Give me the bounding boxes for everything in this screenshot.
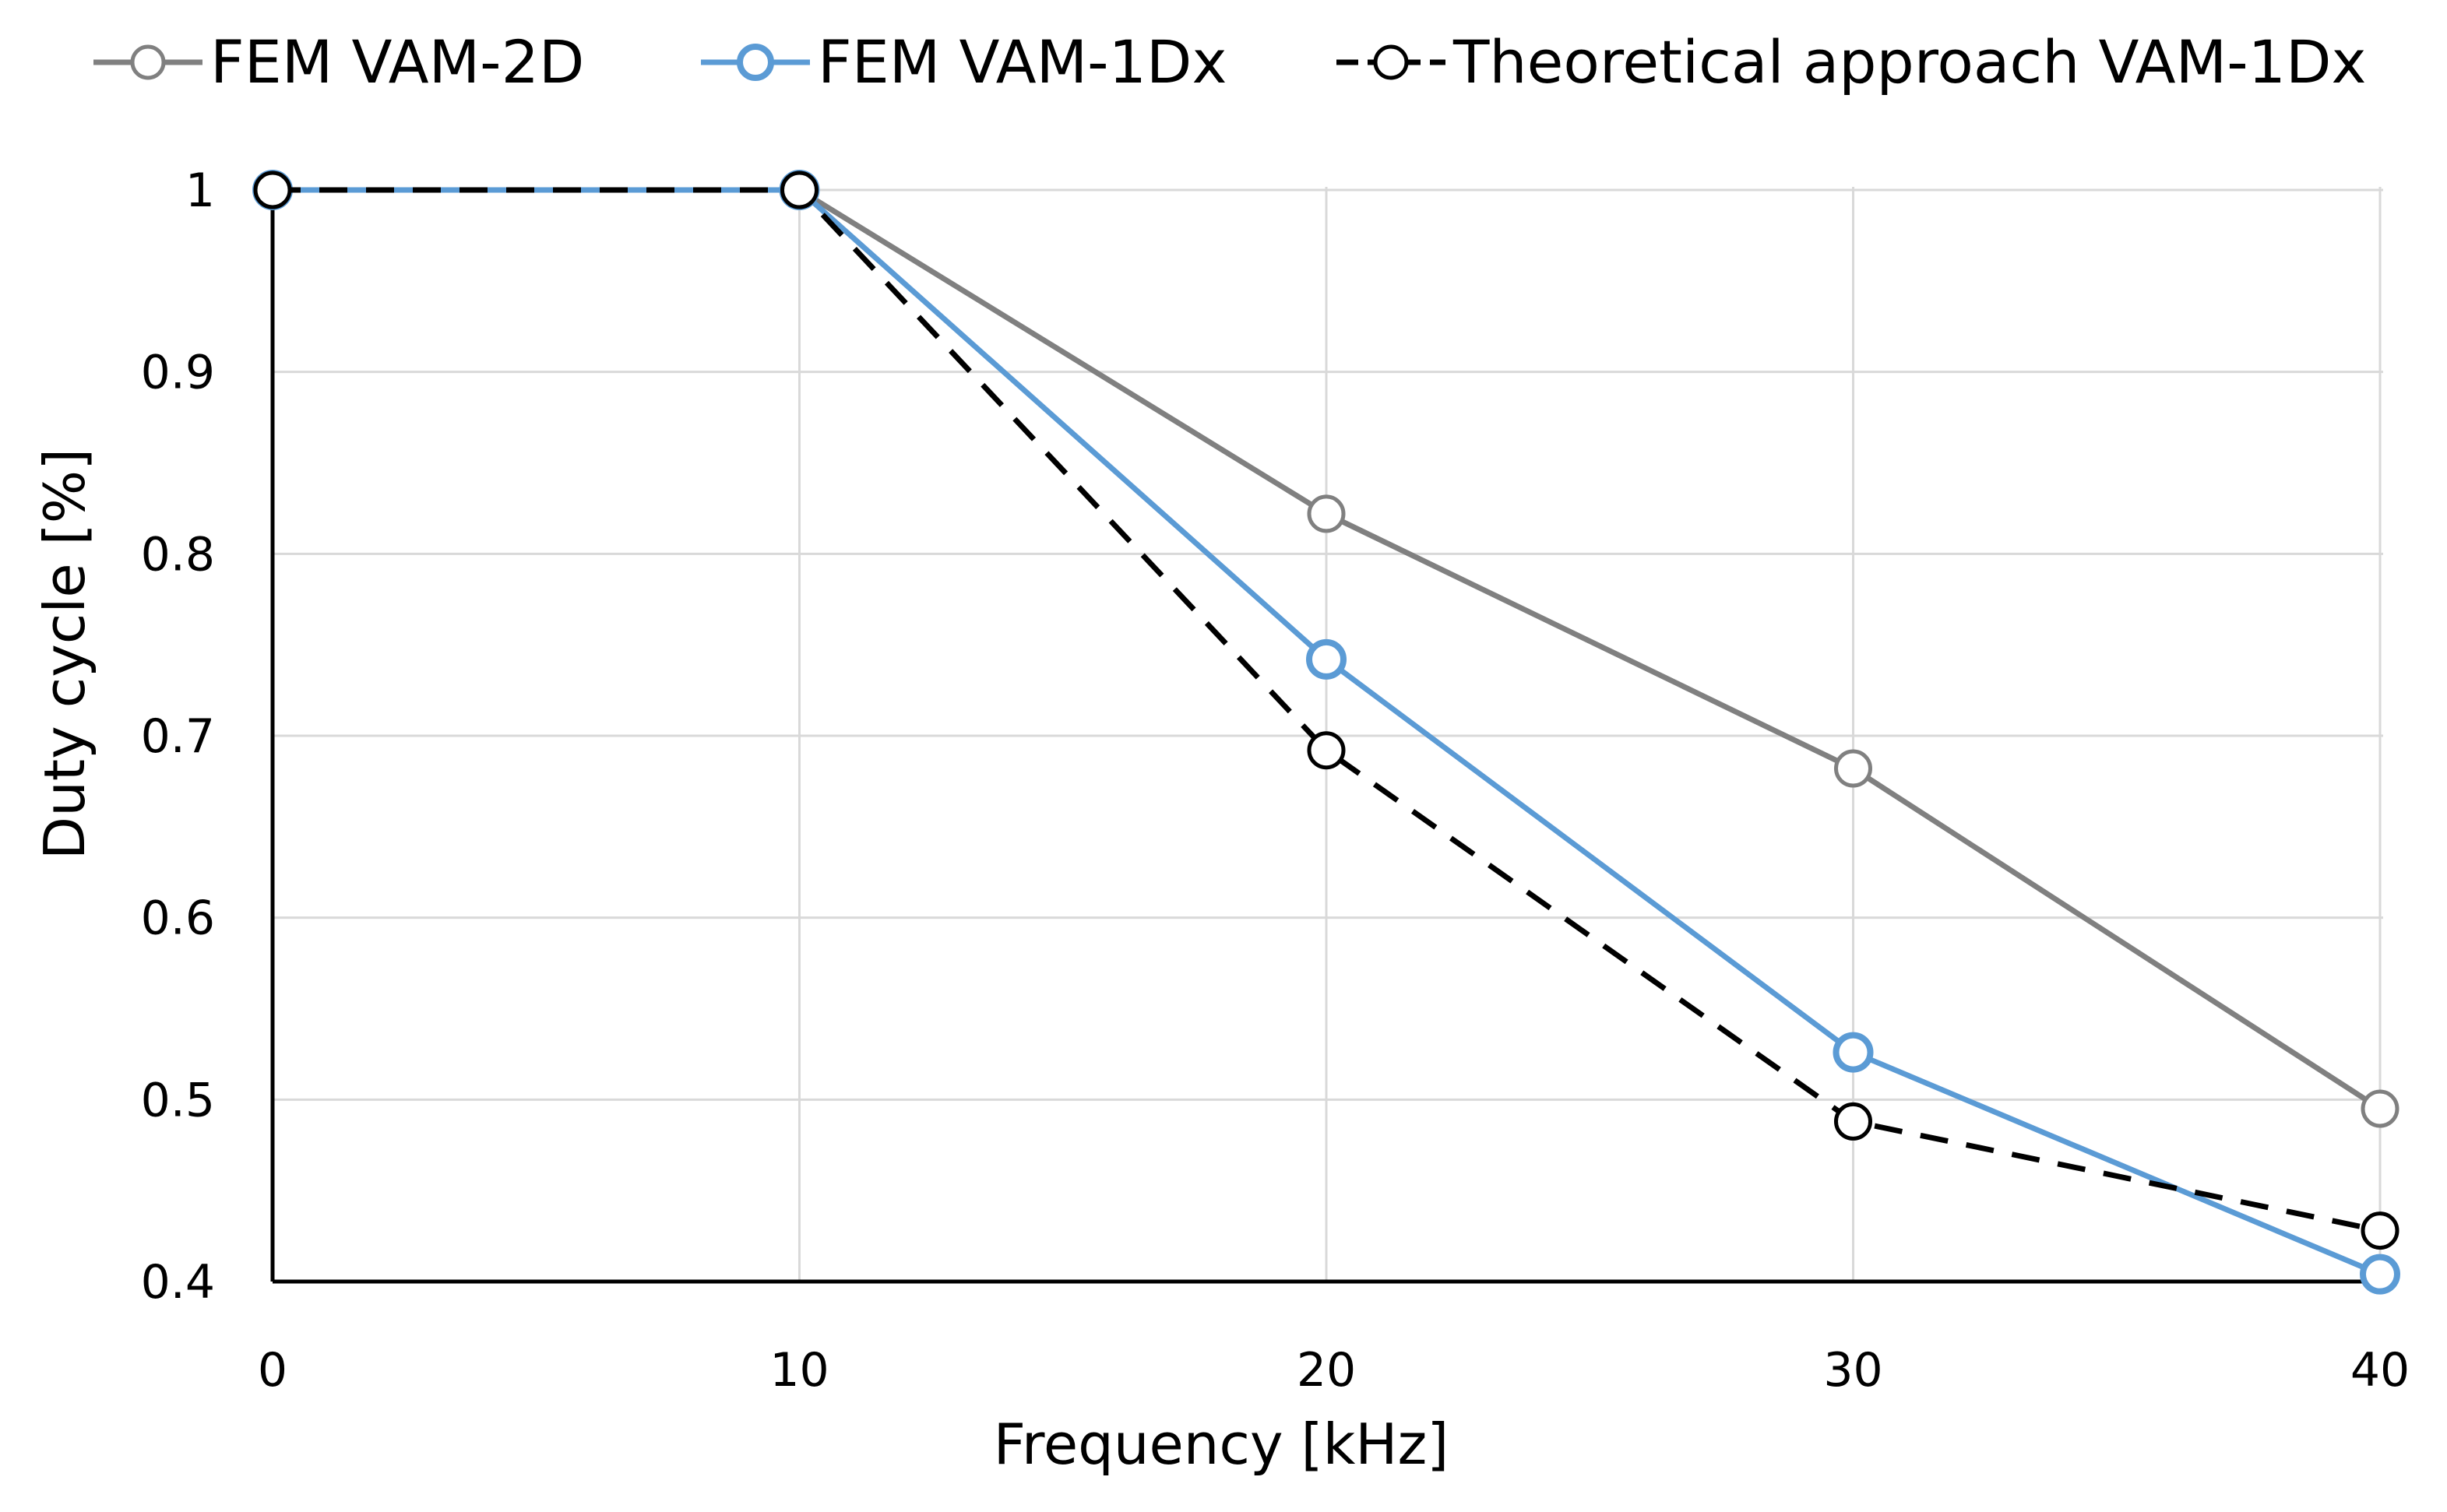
data-point [1833,1032,1874,1073]
data-point [1306,638,1347,680]
series-3 [253,171,2399,1250]
y-tick-label: 0.9 [141,346,215,400]
y-axis-title: Duty cycle [%] [32,448,97,860]
series-lines [252,170,2400,1295]
y-tick-label: 1 [185,164,215,218]
data-point [1834,1102,1872,1141]
data-point [1834,749,1872,788]
data-point [1307,731,1346,770]
legend-item: FEM VAM-1Dx [701,27,1227,97]
legend-label: Theoretical approach VAM-1Dx [1452,27,2367,97]
data-point [1307,494,1346,533]
data-point [780,171,819,209]
legend-item: Theoretical approach VAM-1Dx [1336,27,2367,97]
legend-marker [737,44,774,81]
x-tick-label: 10 [769,1343,829,1398]
data-point [2361,1211,2399,1250]
data-point [2361,1089,2399,1128]
x-axis-title: Frequency [kHz] [994,1412,1449,1477]
x-tick-label: 30 [1823,1343,1882,1398]
series-line [273,187,2381,1234]
axes [270,187,2385,1284]
y-tick-label: 0.5 [141,1073,215,1127]
data-point [253,171,292,209]
legend-item: FEM VAM-2D [93,27,584,97]
legend-marker [130,44,166,80]
legend-label: FEM VAM-2D [210,27,584,97]
legend-label: FEM VAM-1Dx [818,27,1227,97]
x-tick-label: 20 [1297,1343,1356,1398]
y-tick-label: 0.4 [141,1255,215,1310]
x-tick-label: 40 [2350,1343,2410,1398]
y-tick-label: 0.7 [141,709,215,764]
x-tick-label: 0 [258,1343,287,1398]
y-tick-label: 0.8 [141,527,215,582]
tick-labels: 0.40.50.60.70.80.910 10 20 30 40 [141,164,2410,1398]
legend-marker [1373,44,1409,80]
data-point [2360,1254,2400,1295]
legend: FEM VAM-2D FEM VAM-1Dx Theoretical approac… [93,27,2367,97]
y-tick-label: 0.6 [141,891,215,946]
